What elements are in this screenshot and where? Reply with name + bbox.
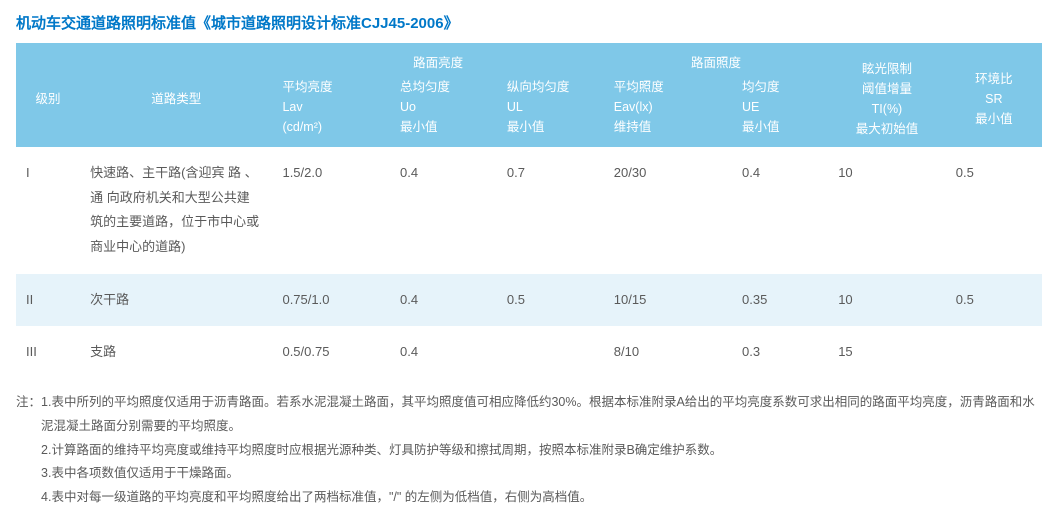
- cell-uo: 0.4: [390, 274, 497, 327]
- note-indent: [16, 439, 41, 463]
- cell-eav: 8/10: [604, 326, 732, 379]
- header-group-illuminance: 路面照度: [604, 43, 828, 75]
- header-ul: 纵向均匀度UL最小值: [497, 75, 604, 147]
- cell-lav: 0.5/0.75: [272, 326, 390, 379]
- note-indent: [16, 486, 41, 510]
- table-body: I 快速路、主干路(含迎宾 路 、 通 向政府机关和大型公共建筑的主要道路，位于…: [16, 147, 1042, 379]
- header-ue: 均匀度UE最小值: [732, 75, 828, 147]
- header-uo: 总均匀度Uo最小值: [390, 75, 497, 147]
- cell-uo: 0.4: [390, 326, 497, 379]
- cell-ul: 0.5: [497, 274, 604, 327]
- cell-uo: 0.4: [390, 147, 497, 274]
- cell-ue: 0.35: [732, 274, 828, 327]
- cell-ue: 0.3: [732, 326, 828, 379]
- note-item: 2.计算路面的维持平均亮度或维持平均照度时应根据光源种类、灯具防护等级和擦拭周期…: [41, 439, 1042, 463]
- standards-table: 级别 道路类型 路面亮度 路面照度 眩光限制阈值增量TI(%)最大初始值 环境比…: [16, 43, 1042, 379]
- cell-level: III: [16, 326, 80, 379]
- cell-sr: 0.5: [946, 147, 1042, 274]
- header-sr: 环境比SR最小值: [946, 43, 1042, 147]
- note-item: 3.表中各项数值仅适用于干燥路面。: [41, 462, 1042, 486]
- header-lav: 平均亮度Lav(cd/m²): [272, 75, 390, 147]
- notes-prefix: 注：: [16, 391, 41, 439]
- cell-sr: [946, 326, 1042, 379]
- cell-ti: 10: [828, 147, 946, 274]
- cell-roadtype: 支路: [80, 326, 272, 379]
- notes-block: 注： 1.表中所列的平均照度仅适用于沥青路面。若系水泥混凝土路面，其平均照度值可…: [16, 391, 1042, 510]
- header-level: 级别: [16, 43, 80, 147]
- cell-sr: 0.5: [946, 274, 1042, 327]
- header-road-type: 道路类型: [80, 43, 272, 147]
- table-row: II 次干路 0.75/1.0 0.4 0.5 10/15 0.35 10 0.…: [16, 274, 1042, 327]
- table-row: I 快速路、主干路(含迎宾 路 、 通 向政府机关和大型公共建筑的主要道路，位于…: [16, 147, 1042, 274]
- cell-roadtype: 次干路: [80, 274, 272, 327]
- cell-ti: 15: [828, 326, 946, 379]
- header-ti: 眩光限制阈值增量TI(%)最大初始值: [828, 43, 946, 147]
- note-item: 1.表中所列的平均照度仅适用于沥青路面。若系水泥混凝土路面，其平均照度值可相应降…: [41, 391, 1042, 439]
- cell-level: I: [16, 147, 80, 274]
- cell-lav: 1.5/2.0: [272, 147, 390, 274]
- note-item: 4.表中对每一级道路的平均亮度和平均照度给出了两档标准值，"/" 的左侧为低档值…: [41, 486, 1042, 510]
- cell-eav: 10/15: [604, 274, 732, 327]
- cell-ul: 0.7: [497, 147, 604, 274]
- cell-lav: 0.75/1.0: [272, 274, 390, 327]
- table-row: III 支路 0.5/0.75 0.4 8/10 0.3 15: [16, 326, 1042, 379]
- cell-level: II: [16, 274, 80, 327]
- cell-eav: 20/30: [604, 147, 732, 274]
- header-group-luminance: 路面亮度: [272, 43, 603, 75]
- page-title: 机动车交通道路照明标准值《城市道路照明设计标准CJJ45-2006》: [16, 12, 1042, 33]
- cell-ue: 0.4: [732, 147, 828, 274]
- note-indent: [16, 462, 41, 486]
- cell-roadtype: 快速路、主干路(含迎宾 路 、 通 向政府机关和大型公共建筑的主要道路，位于市中…: [80, 147, 272, 274]
- header-eav: 平均照度Eav(lx)维持值: [604, 75, 732, 147]
- cell-ti: 10: [828, 274, 946, 327]
- cell-ul: [497, 326, 604, 379]
